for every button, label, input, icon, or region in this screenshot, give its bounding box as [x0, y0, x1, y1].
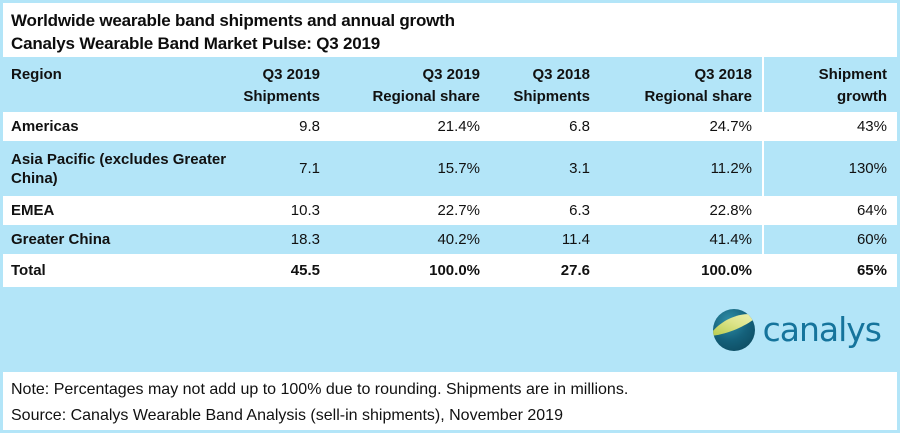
- column-header-q3-2018-share: Q3 2018 Regional share: [600, 57, 763, 112]
- cell-growth: 65%: [762, 254, 897, 287]
- canalys-globe-icon: [712, 308, 755, 351]
- table-header-row: Region Q3 2019 Shipments Q3 2019 Regiona…: [3, 57, 897, 112]
- table-row-total: Total 45.5 100.0% 27.6 100.0% 65%: [3, 254, 897, 287]
- cell-q3-2018-share: 100.0%: [701, 262, 752, 279]
- cell-q3-2018-shipments: 6.3: [569, 202, 590, 219]
- cell-region: Total: [11, 262, 46, 279]
- table-row-greater-china: Greater China 18.3 40.2% 11.4 41.4% 60%: [3, 225, 897, 254]
- cell-q3-2018-shipments: 27.6: [560, 262, 590, 279]
- column-header-q3-2019-share: Q3 2019 Regional share: [330, 57, 490, 112]
- header-line1: Region: [11, 66, 62, 83]
- cell-q3-2018-shipments: 6.8: [569, 118, 590, 135]
- cell-q3-2018-shipments: 11.4: [561, 231, 590, 248]
- footer-notes: Note: Percentages may not add up to 100%…: [3, 372, 897, 429]
- cell-q3-2018-share: 41.4%: [709, 231, 752, 248]
- table-row-asia-pacific: Asia Pacific (excludes Greater China) 7.…: [3, 141, 897, 196]
- table-row-emea: EMEA 10.3 22.7% 6.3 22.8% 64%: [3, 196, 897, 225]
- column-header-region: Region: [3, 57, 235, 112]
- cell-q3-2018-share: 22.8%: [709, 202, 752, 219]
- header-line2: growth: [837, 88, 887, 105]
- column-header-q3-2019-shipments: Q3 2019 Shipments: [235, 57, 330, 112]
- title-block: Worldwide wearable band shipments and an…: [3, 3, 897, 57]
- cell-growth: 130%: [762, 141, 897, 196]
- logo-band: canalys: [3, 287, 897, 372]
- cell-region: Asia Pacific (excludes Greater China): [11, 150, 227, 187]
- cell-q3-2019-share: 40.2%: [437, 231, 480, 248]
- cell-q3-2018-shipments: 3.1: [569, 160, 590, 177]
- header-line1: Q3 2019: [262, 66, 320, 83]
- header-line2: Shipments: [243, 88, 320, 105]
- cell-q3-2019-share: 21.4%: [437, 118, 480, 135]
- header-line1: Q3 2019: [422, 66, 480, 83]
- figure-subtitle: Canalys Wearable Band Market Pulse: Q3 2…: [11, 34, 381, 53]
- cell-q3-2019-shipments: 18.3: [290, 231, 320, 248]
- cell-growth: 64%: [762, 196, 897, 225]
- cell-q3-2019-shipments: 10.3: [290, 202, 320, 219]
- header-line1: Q3 2018: [694, 66, 752, 83]
- cell-q3-2019-shipments: 9.8: [299, 118, 320, 135]
- shipments-table: Region Q3 2019 Shipments Q3 2019 Regiona…: [3, 57, 897, 287]
- note-text: Note: Percentages may not add up to 100%…: [11, 381, 629, 398]
- header-line1: Q3 2018: [532, 66, 590, 83]
- canalys-logo: canalys: [712, 308, 882, 352]
- column-header-shipment-growth: Shipment growth: [762, 57, 897, 112]
- cell-q3-2019-shipments: 7.1: [299, 160, 320, 177]
- column-header-q3-2018-shipments: Q3 2018 Shipments: [490, 57, 600, 112]
- cell-q3-2018-share: 11.2%: [710, 160, 752, 177]
- table-row-americas: Americas 9.8 21.4% 6.8 24.7% 43%: [3, 112, 897, 141]
- header-line2: Shipments: [513, 88, 590, 105]
- cell-q3-2019-share: 22.7%: [437, 202, 480, 219]
- source-text: Source: Canalys Wearable Band Analysis (…: [11, 407, 563, 424]
- cell-q3-2019-share: 100.0%: [429, 262, 480, 279]
- header-line2: Regional share: [644, 88, 752, 105]
- cell-region: Americas: [11, 118, 79, 135]
- cell-q3-2019-share: 15.7%: [437, 160, 480, 177]
- cell-q3-2018-share: 24.7%: [709, 118, 752, 135]
- figure-title: Worldwide wearable band shipments and an…: [11, 11, 455, 30]
- cell-growth: 60%: [762, 225, 897, 254]
- header-line1: Shipment: [818, 66, 887, 83]
- cell-growth: 43%: [762, 112, 897, 141]
- cell-q3-2019-shipments: 45.5: [290, 262, 320, 279]
- header-line2: Regional share: [372, 88, 480, 105]
- cell-region: Greater China: [11, 231, 111, 248]
- canalys-wordmark: canalys: [762, 309, 882, 349]
- cell-region: EMEA: [11, 202, 55, 219]
